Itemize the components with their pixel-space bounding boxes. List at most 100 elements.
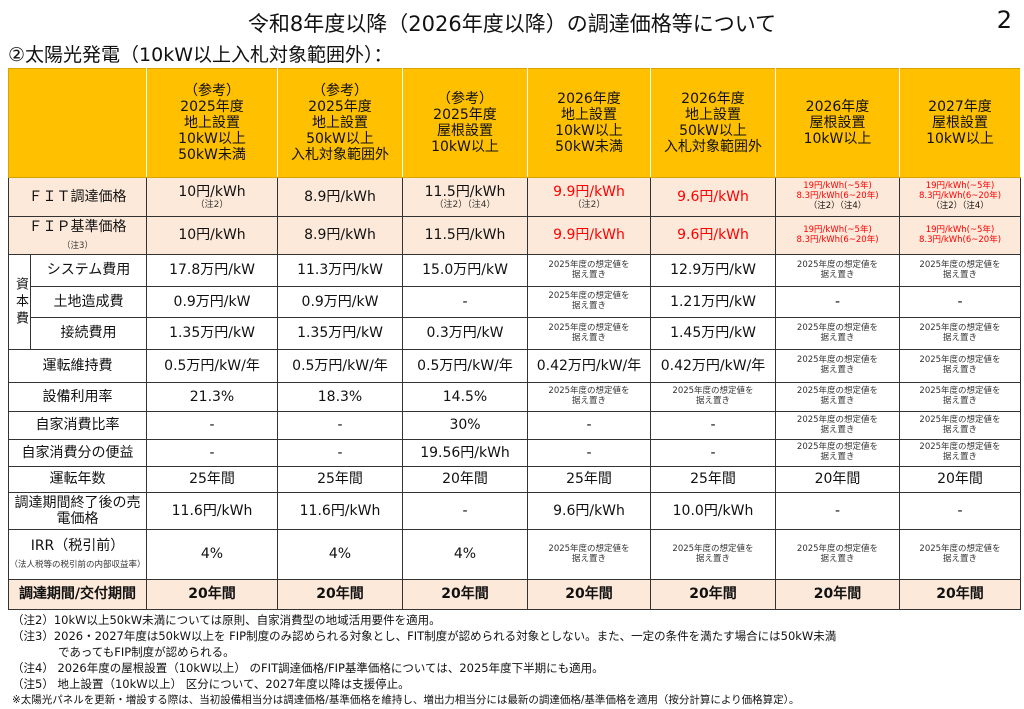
value-cell: 2025年度の想定値を 据え置き	[899, 317, 1021, 350]
tier-2: 8.3円/kWh(6~20年)	[918, 191, 1002, 202]
row-label: 調達期間/交付期間	[8, 579, 147, 610]
value-cell: 2025年度の想定値を 据え置き	[775, 254, 900, 287]
unchanged-note: 2025年度の想定値を	[796, 442, 879, 453]
header-row: （参考） 2025年度 地上設置 10kW以上 50kW未満 （参考） 2025年度 地上設置…	[8, 68, 1021, 178]
unchanged-note: 2025年度の想定値を	[796, 322, 879, 333]
value-text: -	[209, 444, 215, 461]
note-ref: （注2）（注4）	[808, 200, 867, 211]
value-cell: 30%	[402, 411, 528, 440]
connect-row: 接続費用 1.35万円/kW 1.35万円/kW 0.3万円/kW 2025年度の想定値…	[9, 317, 1021, 350]
price-value: 9.6円/kWh	[677, 188, 749, 205]
value-text: 25年間	[690, 471, 736, 488]
value-text: 19.56円/kWh	[420, 444, 510, 461]
header-line: 50kW以上	[679, 123, 747, 139]
value-text: 20年間	[937, 471, 983, 488]
value-cell: 0.9万円/kW	[277, 286, 403, 318]
value-text: -	[462, 502, 468, 519]
header-line: 2025年度	[433, 106, 497, 123]
value-cell: 0.5万円/kW/年	[277, 349, 403, 383]
column-header: （参考） 2025年度 屋根設置 10kW以上	[402, 68, 528, 178]
value-text: 20年間	[188, 586, 236, 603]
note-ref: （注2）（注4）	[931, 200, 989, 211]
row-label-text: 自家消費比率	[35, 417, 120, 434]
unchanged-note: 据え置き	[942, 424, 977, 435]
value-cell: 1.35万円/kW	[277, 317, 403, 350]
value-cell: 15.0万円/kW	[402, 254, 528, 287]
column-header: 2026年度 地上設置 50kW以上 入札対象範囲外	[650, 68, 776, 178]
value-text: 20年間	[441, 586, 489, 603]
value-cell: -	[146, 411, 278, 440]
value-cell: 0.5万円/kW/年	[402, 349, 528, 383]
tiered-price-cell: 19円/kWh(~5年) 8.3円/kWh(6~20年)	[899, 216, 1021, 255]
unchanged-note: 2025年度の想定値を	[919, 322, 1001, 333]
header-line: 屋根設置	[437, 123, 493, 139]
unchanged-note: 2025年度の想定値を	[796, 259, 879, 270]
header-line: 2026年度	[681, 90, 745, 107]
util-row: 設備利用率 21.3% 18.3% 14.5% 2025年度の想定値を 据え置き 2025年…	[8, 382, 1021, 412]
value-text: 20年間	[689, 586, 737, 603]
unchanged-note: 2025年度の想定値を	[548, 543, 630, 554]
price-value: 9.9円/kWh	[553, 183, 625, 200]
period-row: 調達期間/交付期間 20年間 20年間 20年間 20年間 20年間 20年間 20年間	[8, 579, 1021, 610]
value-cell: 20年間	[527, 579, 651, 610]
value-cell: -	[402, 492, 528, 530]
value-text: -	[957, 502, 963, 519]
unchanged-note: 据え置き	[942, 365, 977, 375]
value-text: 10.0円/kWh	[672, 502, 754, 519]
value-cell: 2025年度の想定値を 据え置き	[899, 254, 1021, 287]
price-value: 8.9円/kWh	[304, 227, 376, 244]
value-cell: 2025年度の想定値を 据え置き	[775, 317, 900, 350]
unchanged-note: 2025年度の想定値を	[919, 543, 1001, 554]
row-label: 設備利用率	[8, 382, 147, 412]
value-text: 20年間	[442, 471, 488, 488]
value-text: 4%	[200, 546, 224, 563]
value-cell: 2025年度の想定値を 据え置き	[775, 529, 900, 580]
price-cell: 9.9円/kWh	[527, 216, 651, 255]
row-label-text: IRR（税引前）	[30, 538, 125, 555]
value-text: 25年間	[566, 471, 612, 488]
value-text: -	[337, 417, 343, 434]
footnote: であってもFIP制度が認められる。	[12, 645, 235, 659]
unchanged-note: 据え置き	[820, 452, 855, 462]
value-text: 0.42万円/kW/年	[536, 357, 642, 374]
header-line: （参考）	[437, 90, 493, 107]
value-cell: 14.5%	[402, 382, 528, 412]
footnote: （注4） 2026年度の屋根設置（10kW以上） のFIT調達価格/FIP基準価…	[12, 661, 604, 675]
sell-row: 調達期間終了後の売電価格 11.6円/kWh 11.6円/kWh - 9.6円/kWh 1…	[8, 492, 1021, 530]
land-row: 土地造成費 0.9万円/kW 0.9万円/kW - 2025年度の想定値を 据え置き 1.2…	[9, 286, 1021, 318]
value-cell: 4%	[146, 529, 278, 580]
header-line: 10kW以上	[555, 123, 623, 139]
price-value: 11.5円/kWh	[424, 183, 506, 200]
price-cell: 9.6円/kWh	[650, 177, 776, 217]
value-cell: 4%	[277, 529, 403, 580]
unchanged-note: 据え置き	[942, 269, 977, 280]
value-cell: 20年間	[650, 579, 776, 610]
selfr-row: 自家消費比率 - -30% - -2025年度の想定値を 据え置き 2025年度の想定値を据…	[8, 411, 1021, 440]
value-text: 12.9万円/kW	[670, 262, 756, 279]
value-cell: 0.5万円/kW/年	[146, 349, 278, 383]
value-text: 0.42万円/kW/年	[660, 357, 766, 374]
tiered-price-cell: 19円/kWh(~5年) 8.3円/kWh(6~20年)	[775, 216, 900, 255]
unchanged-note: 2025年度の想定値を	[548, 259, 630, 270]
value-cell: 2025年度の想定値を 据え置き	[527, 382, 651, 412]
column-header: 2026年度 地上設置 10kW以上 50kW未満	[527, 68, 651, 178]
tiered-price-cell: 19円/kWh(~5年) 8.3円/kWh(6~20年) （注2）（注4）	[775, 177, 900, 217]
row-label-text: 設備利用率	[42, 388, 113, 405]
value-cell: 12.9万円/kW	[650, 254, 776, 287]
row-label-text: システム費用	[46, 262, 131, 279]
value-cell: 0.42万円/kW/年	[527, 349, 651, 383]
tier-2: 8.3円/kWh(6~20年)	[796, 234, 879, 245]
value-text: -	[586, 417, 592, 434]
value-cell: 11.6円/kWh	[146, 492, 278, 530]
price-cell: 8.9円/kWh	[277, 216, 403, 255]
value-text: 9.6円/kWh	[553, 502, 625, 519]
column-header: 2026年度 屋根設置 10kW以上	[775, 68, 900, 178]
unchanged-note: 据え置き	[942, 553, 977, 564]
value-cell: 2025年度の想定値を 据え置き	[775, 411, 900, 440]
value-text: 25年間	[317, 471, 363, 488]
header-line: 10kW以上	[178, 131, 246, 148]
value-cell: -	[277, 439, 403, 467]
value-cell: 11.6円/kWh	[277, 492, 403, 530]
value-cell: -	[277, 411, 403, 440]
header-line: 2025年度	[308, 98, 372, 115]
